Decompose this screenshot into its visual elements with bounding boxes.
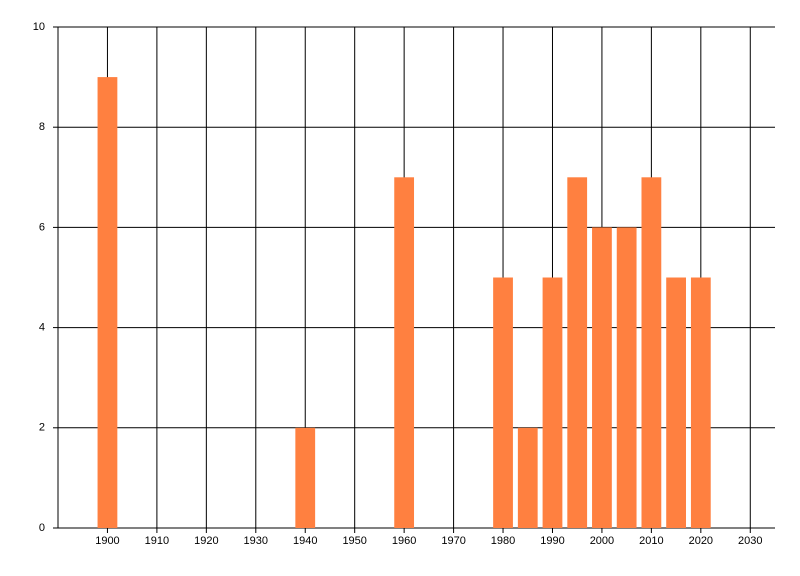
bar: [567, 177, 588, 529]
bar: [542, 277, 563, 528]
bar: [493, 277, 513, 528]
x-tick-label: 2000: [590, 535, 614, 547]
bar: [666, 277, 686, 528]
bar: [517, 427, 538, 528]
x-tick-label: 2030: [738, 535, 762, 547]
x-tick-label: 1940: [293, 535, 317, 547]
bar: [394, 177, 415, 529]
bar: [295, 427, 316, 528]
x-tick-label: 1980: [491, 535, 515, 547]
x-tick-label: 1900: [95, 535, 119, 547]
x-tick-label: 1990: [540, 535, 564, 547]
bar: [690, 277, 711, 528]
x-tick-label: 1920: [194, 535, 218, 547]
y-tick-label: 2: [39, 422, 45, 434]
bar: [616, 227, 637, 528]
x-tick-label: 1930: [244, 535, 268, 547]
bar: [641, 177, 662, 529]
x-tick-label: 1910: [145, 535, 169, 547]
x-tick-label: 1950: [342, 535, 366, 547]
y-tick-label: 0: [39, 522, 45, 534]
y-tick-label: 8: [39, 121, 45, 133]
y-tick-label: 10: [33, 21, 45, 33]
x-tick-label: 1970: [441, 535, 465, 547]
y-tick-label: 6: [39, 221, 45, 233]
x-tick-label: 2010: [639, 535, 663, 547]
x-tick-label: 1960: [392, 535, 416, 547]
y-tick-label: 4: [39, 322, 45, 334]
bar: [97, 77, 118, 528]
bar: [592, 227, 612, 528]
x-tick-label: 2020: [689, 535, 713, 547]
